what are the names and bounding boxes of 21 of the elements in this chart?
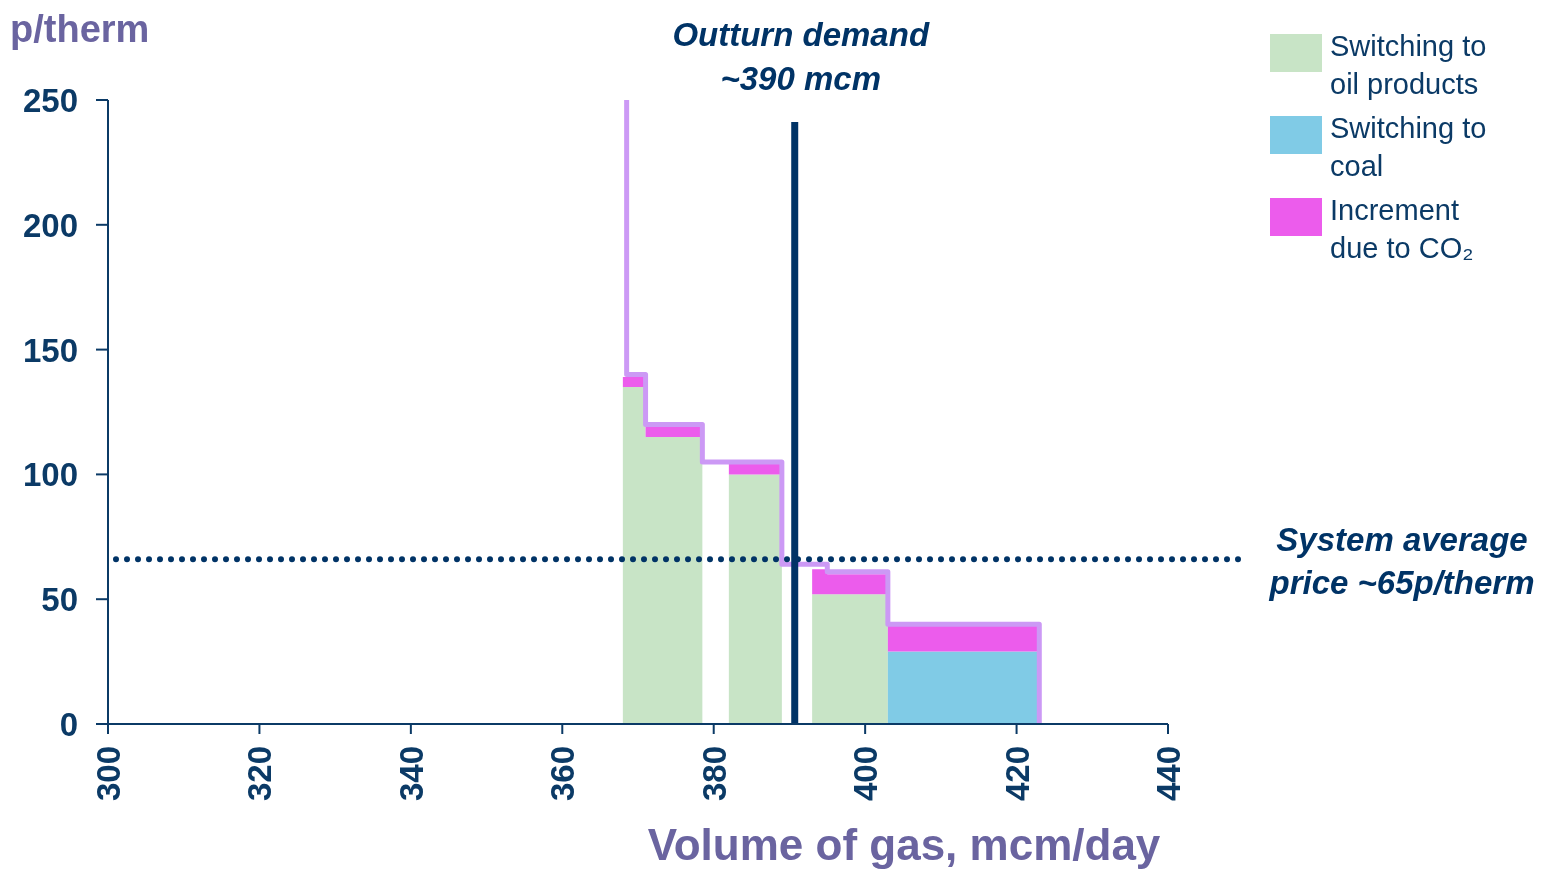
x-tick-label: 400: [847, 746, 885, 802]
y-tick-label: 150: [22, 331, 78, 369]
legend-label: Switching to coal: [1330, 112, 1487, 182]
x-tick-label: 320: [241, 746, 279, 802]
legend-label: Switching to oil products: [1330, 30, 1487, 100]
legend-label: Increment due to CO₂: [1330, 194, 1474, 264]
y-axis-title: p/therm: [10, 8, 150, 50]
x-tick-label: 440: [1150, 746, 1187, 802]
y-tick-label: 100: [22, 456, 78, 494]
x-tick-label: 340: [392, 746, 430, 802]
x-tick-label: 300: [90, 746, 127, 802]
y-tick-label: 250: [22, 82, 78, 119]
x-tick-label: 420: [998, 746, 1036, 802]
x-tick-label: 380: [695, 746, 733, 802]
x-tick-label: 360: [544, 746, 582, 802]
y-tick-label: 50: [41, 581, 78, 619]
y-tick-label: 0: [59, 706, 78, 743]
y-tick-label: 200: [22, 206, 78, 244]
ref-line-label: Outturn demand ~390 mcm: [672, 16, 930, 97]
x-axis-title: Volume of gas, mcm/day: [647, 820, 1161, 869]
ref-line-label: System average price ~65p/therm: [1268, 521, 1535, 602]
